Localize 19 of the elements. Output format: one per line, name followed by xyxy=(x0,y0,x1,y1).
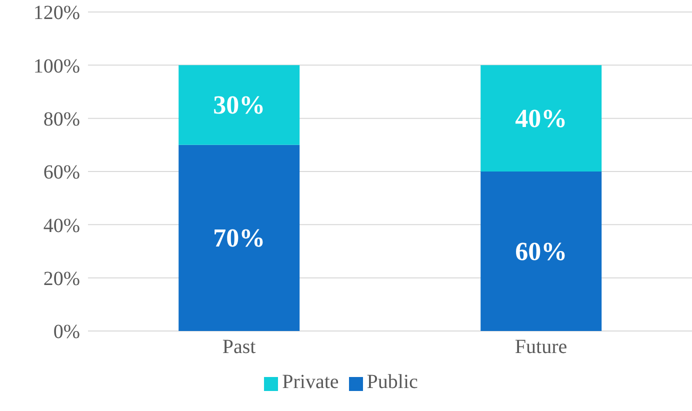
y-tick-label: 20% xyxy=(43,268,80,290)
bar xyxy=(178,65,300,145)
data-label: 60% xyxy=(515,236,568,266)
data-label: 70% xyxy=(213,223,266,252)
data-label: 30% xyxy=(213,90,266,120)
y-tick-label: 120% xyxy=(33,2,80,24)
x-tick-label: Past xyxy=(222,336,256,358)
y-tick-label: 60% xyxy=(43,162,80,184)
bar xyxy=(480,172,602,331)
legend-label: Private xyxy=(282,371,339,393)
y-tick-label: 0% xyxy=(53,321,80,344)
data-label: 40% xyxy=(515,104,568,133)
y-tick-label: 80% xyxy=(43,108,80,130)
y-tick-label: 100% xyxy=(33,55,80,78)
legend-label: Public xyxy=(366,371,418,393)
y-tick-label: 40% xyxy=(43,214,80,237)
x-tick-label: Future xyxy=(514,336,568,358)
bar xyxy=(178,144,300,331)
bar xyxy=(480,65,602,172)
